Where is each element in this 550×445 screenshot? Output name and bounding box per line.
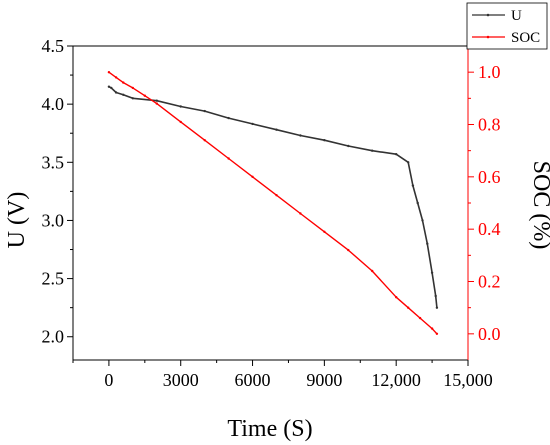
series-point-soc <box>203 139 206 142</box>
series-point-soc <box>371 269 374 273</box>
series-point-u <box>107 85 111 88</box>
series-point-soc <box>407 306 410 309</box>
series-point-u <box>131 97 134 100</box>
series-point-u <box>347 144 350 148</box>
y-right-tick-label: 0.4 <box>478 219 501 239</box>
series-point-u <box>275 128 278 131</box>
legend-marker-u <box>486 13 490 17</box>
x-tick-label: 6000 <box>235 370 271 390</box>
series-point-soc <box>275 194 278 197</box>
series-layer <box>107 71 439 335</box>
series-line-u <box>108 85 438 308</box>
y-left-tick-label: 3.0 <box>42 210 65 230</box>
series-point-u <box>114 91 118 94</box>
y-left-tick-label: 4.5 <box>42 36 65 56</box>
series-point-u <box>323 139 326 142</box>
series-point-soc <box>155 102 158 105</box>
y-axis-right-label: SOC (%) <box>528 161 550 250</box>
y-left-tick-label: 2.5 <box>42 269 65 289</box>
series-point-u <box>416 201 419 205</box>
series-point-soc <box>435 332 439 335</box>
plot-frame <box>72 45 469 361</box>
legend: U SOC <box>466 2 548 50</box>
y-right-tick-label: 1.0 <box>478 62 501 82</box>
series-point-u <box>407 161 410 164</box>
series-point-soc <box>131 86 134 90</box>
series-point-u <box>227 116 230 120</box>
series-point-u <box>371 149 374 152</box>
x-tick-label: 0 <box>104 370 113 390</box>
y-axis-right: 0.0 0.2 0.4 0.6 0.8 1.0 <box>468 62 501 344</box>
series-point-u <box>411 184 415 187</box>
series-point-soc <box>107 71 111 74</box>
series-point-u <box>155 99 158 102</box>
series-point-u <box>421 219 424 222</box>
series-point-soc <box>430 327 434 330</box>
legend-marker-soc <box>486 35 490 39</box>
y-right-tick-label: 0.2 <box>478 272 501 292</box>
series-point-soc <box>347 248 350 252</box>
series-point-u <box>122 93 125 97</box>
series-point-soc <box>323 230 326 233</box>
series-point-u <box>299 134 302 137</box>
legend-label-u: U <box>511 8 522 24</box>
series-point-u <box>395 153 398 156</box>
y-left-tick-label: 4.0 <box>42 94 65 114</box>
series-point-soc <box>299 212 302 215</box>
series-point-soc <box>418 316 422 320</box>
x-tick-label: 15,000 <box>443 370 493 390</box>
series-point-soc <box>251 175 254 178</box>
y-axis-left: 2.0 2.5 3.0 3.5 4.0 4.5 <box>42 36 73 347</box>
series-point-u <box>179 105 182 108</box>
series-point-u <box>203 109 206 113</box>
series-point-soc <box>395 296 398 299</box>
series-point-u <box>251 122 254 126</box>
series-line-soc <box>108 71 438 335</box>
x-axis: 0 3000 6000 9000 12,000 15,000 <box>72 360 493 390</box>
x-tick-label: 12,000 <box>371 370 421 390</box>
x-tick-label: 3000 <box>163 370 199 390</box>
series-point-soc <box>143 94 146 97</box>
y-right-tick-label: 0.0 <box>478 324 501 344</box>
series-point-soc <box>227 157 230 160</box>
x-axis-label: Time (S) <box>227 416 312 442</box>
series-point-soc <box>114 76 118 79</box>
series-point-u <box>430 271 434 274</box>
y-left-tick-label: 2.0 <box>42 327 65 347</box>
legend-box <box>466 2 548 50</box>
series-point-u <box>434 294 437 298</box>
series-point-u <box>435 306 439 309</box>
series-point-u <box>110 86 113 90</box>
y-left-tick-label: 3.5 <box>42 152 65 172</box>
series-point-soc <box>179 120 182 124</box>
series-point-soc <box>122 81 125 84</box>
series-point-u <box>426 242 429 245</box>
y-axis-left-label: U (V) <box>4 192 30 249</box>
y-right-tick-label: 0.6 <box>478 167 501 187</box>
y-right-tick-label: 0.8 <box>478 115 501 135</box>
x-tick-label: 9000 <box>306 370 342 390</box>
legend-label-soc: SOC <box>511 30 540 46</box>
